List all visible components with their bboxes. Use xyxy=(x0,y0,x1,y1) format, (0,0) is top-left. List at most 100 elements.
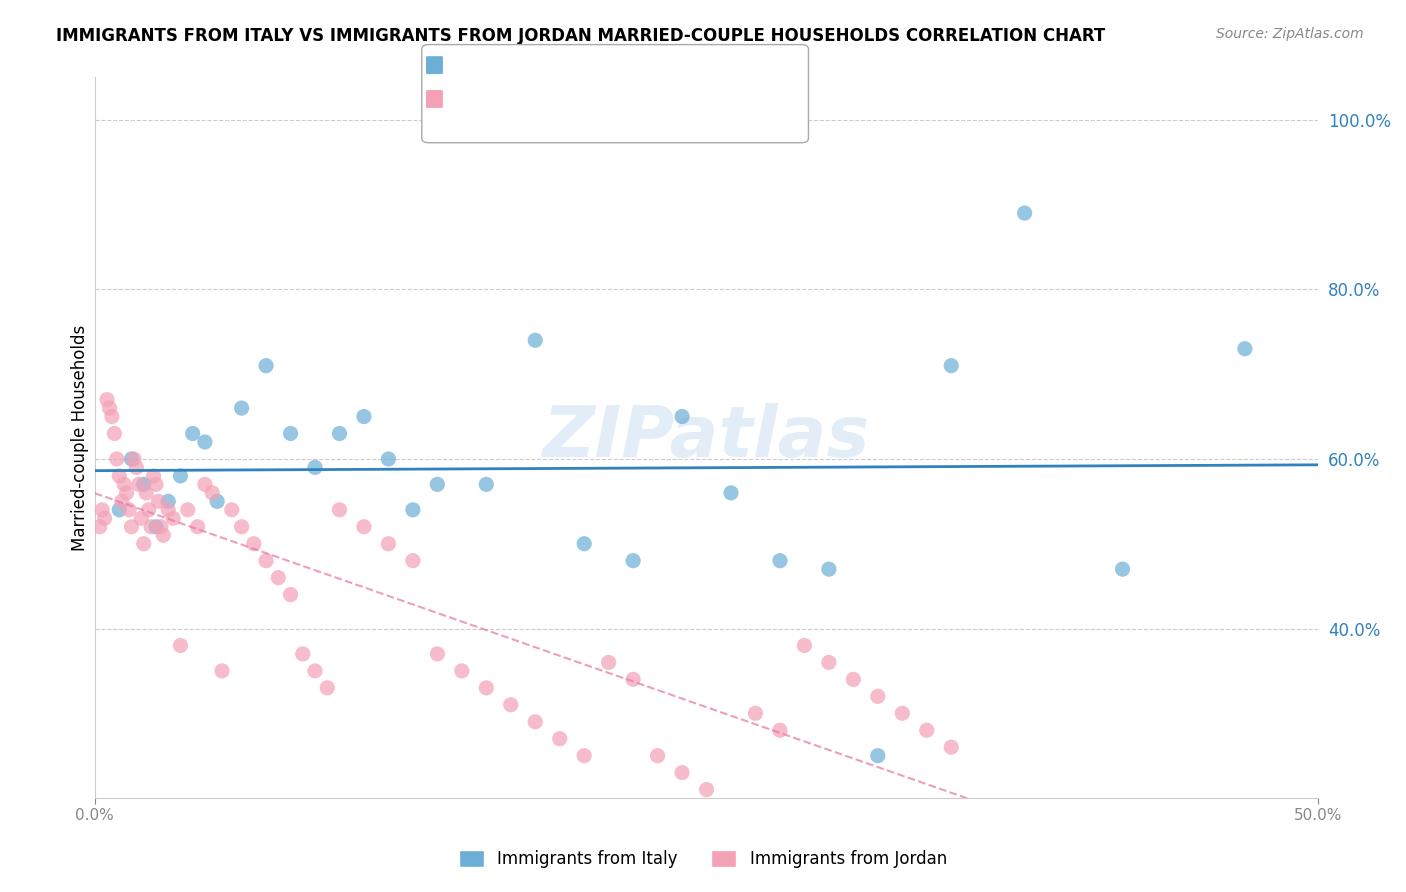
Point xyxy=(769,723,792,738)
Point xyxy=(744,706,766,721)
Point xyxy=(572,748,595,763)
Point xyxy=(129,511,152,525)
Point xyxy=(132,477,155,491)
Point xyxy=(377,452,399,467)
Point xyxy=(402,503,425,517)
Point xyxy=(157,503,180,517)
Point xyxy=(187,520,209,534)
Point xyxy=(254,554,277,568)
Point xyxy=(111,494,134,508)
Point xyxy=(720,799,742,814)
Point xyxy=(280,426,302,441)
Point xyxy=(231,520,253,534)
Point xyxy=(450,664,472,678)
Point xyxy=(205,494,228,508)
Point xyxy=(267,571,290,585)
Point xyxy=(328,503,350,517)
Point xyxy=(353,520,375,534)
Point xyxy=(139,520,162,534)
Point xyxy=(145,520,167,534)
Point xyxy=(328,426,350,441)
Point xyxy=(108,469,131,483)
Point xyxy=(304,664,326,678)
Point xyxy=(866,748,889,763)
Point xyxy=(105,452,128,467)
Point xyxy=(1014,206,1036,220)
Text: Source: ZipAtlas.com: Source: ZipAtlas.com xyxy=(1216,27,1364,41)
Text: 0.364: 0.364 xyxy=(478,67,534,85)
Point xyxy=(135,486,157,500)
Point xyxy=(121,452,143,467)
Point xyxy=(475,477,498,491)
Text: N =: N = xyxy=(548,101,588,119)
Point xyxy=(181,426,204,441)
Point xyxy=(280,588,302,602)
Y-axis label: Married-couple Households: Married-couple Households xyxy=(72,325,89,551)
Point xyxy=(866,690,889,704)
Point xyxy=(316,681,339,695)
Point xyxy=(915,723,938,738)
Point xyxy=(475,681,498,695)
Point xyxy=(671,409,693,424)
Point xyxy=(304,460,326,475)
Point xyxy=(169,639,191,653)
Point xyxy=(621,554,644,568)
Text: IMMIGRANTS FROM ITALY VS IMMIGRANTS FROM JORDAN MARRIED-COUPLE HOUSEHOLDS CORREL: IMMIGRANTS FROM ITALY VS IMMIGRANTS FROM… xyxy=(56,27,1105,45)
Point xyxy=(128,477,150,491)
Text: ZIPatlas: ZIPatlas xyxy=(543,403,870,472)
Point xyxy=(108,503,131,517)
Text: N =: N = xyxy=(548,67,588,85)
Point xyxy=(145,477,167,491)
Point xyxy=(402,554,425,568)
Point xyxy=(426,647,449,661)
Point xyxy=(101,409,124,424)
Text: 31: 31 xyxy=(583,67,609,85)
Point xyxy=(524,333,547,347)
Point xyxy=(793,639,815,653)
Point xyxy=(671,765,693,780)
Point xyxy=(98,401,121,415)
Point xyxy=(769,554,792,568)
Point xyxy=(572,537,595,551)
Point xyxy=(142,469,165,483)
Text: -0.220: -0.220 xyxy=(474,101,538,119)
Point xyxy=(177,503,200,517)
Point xyxy=(818,562,841,576)
Point xyxy=(941,359,963,373)
Point xyxy=(112,477,135,491)
Point xyxy=(353,409,375,424)
Point xyxy=(169,469,191,483)
Legend: Immigrants from Italy, Immigrants from Jordan: Immigrants from Italy, Immigrants from J… xyxy=(453,843,953,875)
Point xyxy=(115,486,138,500)
Point xyxy=(194,477,217,491)
Point xyxy=(891,706,914,721)
Point xyxy=(941,740,963,755)
Point xyxy=(162,511,184,525)
Point xyxy=(696,782,718,797)
Point xyxy=(1233,342,1256,356)
Point xyxy=(254,359,277,373)
Point xyxy=(152,528,174,542)
Point xyxy=(122,452,145,467)
Point xyxy=(125,460,148,475)
Point xyxy=(647,748,669,763)
Point xyxy=(377,537,399,551)
Point xyxy=(149,520,172,534)
Point xyxy=(93,511,115,525)
Point xyxy=(426,477,449,491)
Point xyxy=(211,664,233,678)
Point xyxy=(138,503,160,517)
Point xyxy=(598,656,620,670)
Point xyxy=(499,698,522,712)
Point xyxy=(621,673,644,687)
Point xyxy=(548,731,571,746)
Point xyxy=(1111,562,1133,576)
Point xyxy=(157,494,180,508)
Text: 70: 70 xyxy=(583,101,609,119)
Point xyxy=(720,486,742,500)
Point xyxy=(221,503,243,517)
Point xyxy=(103,426,125,441)
Point xyxy=(231,401,253,415)
Point xyxy=(243,537,266,551)
Point xyxy=(291,647,314,661)
